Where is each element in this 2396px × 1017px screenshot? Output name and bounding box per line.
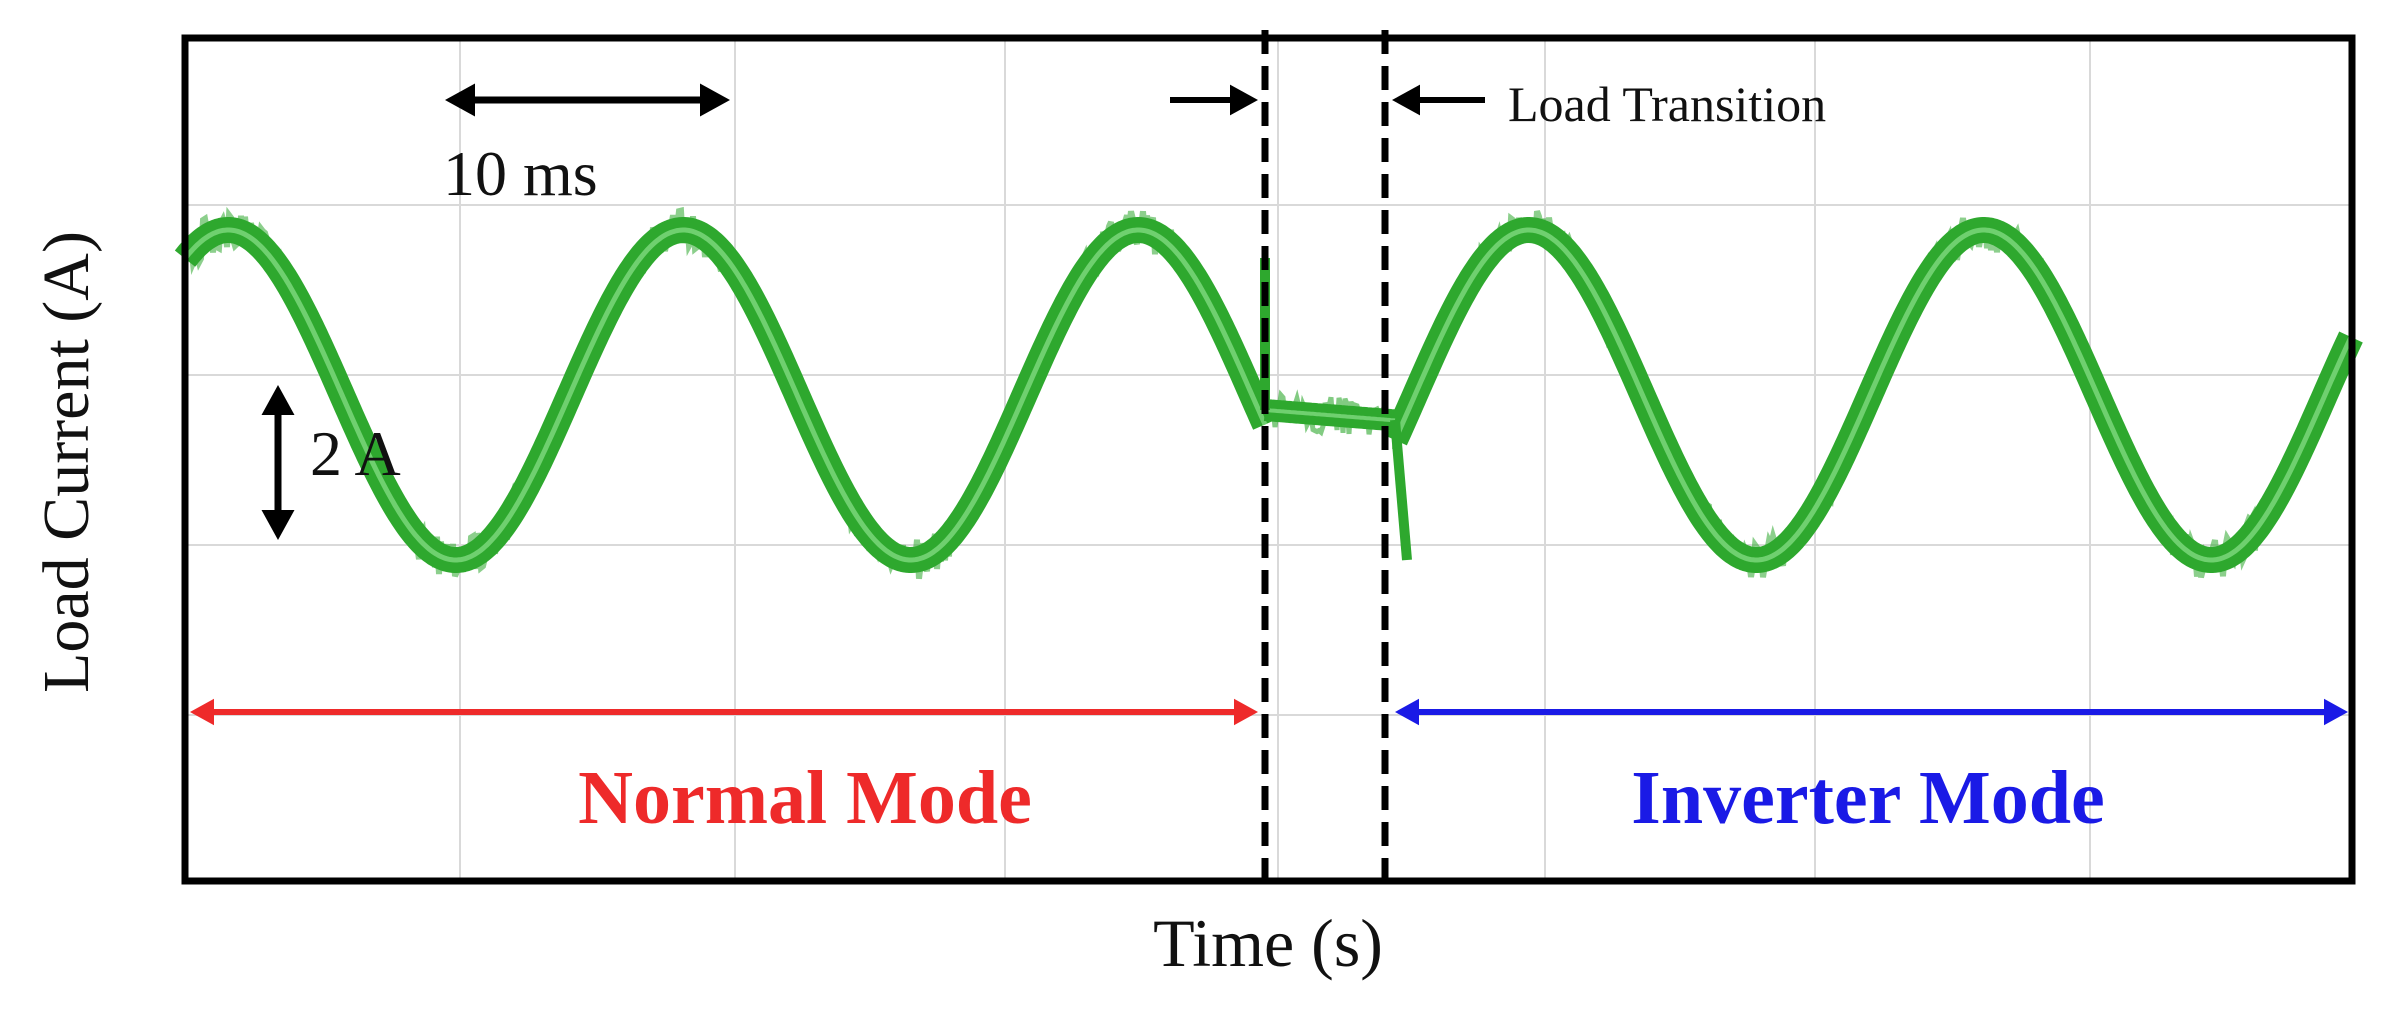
y-axis-label: Load Current (A) (30, 231, 103, 693)
annotations-group (190, 30, 2348, 890)
waveform-highlight-1 (1392, 227, 2354, 563)
y-scale-arrowhead-down (261, 510, 295, 540)
y-scale-arrowhead-up (261, 385, 295, 415)
normal-mode-arrowhead-left (190, 698, 214, 726)
inverter-mode-arrowhead-right (2324, 698, 2348, 726)
waveform-group (174, 206, 2363, 580)
normal-mode-arrowhead-right (1234, 698, 1258, 726)
inverter-mode-arrowhead-left (1395, 698, 1419, 726)
transition-rise (1390, 419, 1412, 561)
transition-highlight (1264, 408, 1396, 423)
plot-frame (181, 34, 2356, 885)
normal-mode-label: Normal Mode (578, 756, 1032, 840)
waveform-highlight-0 (183, 227, 1268, 563)
x-scale-label: 10 ms (443, 138, 598, 209)
y-scale-label: 2 A (310, 418, 401, 489)
load-transition-label: Load Transition (1508, 76, 1826, 132)
transition-pointer-left-head (1230, 84, 1258, 116)
x-scale-arrowhead-right (700, 83, 730, 117)
inverter-mode-label: Inverter Mode (1631, 756, 2104, 840)
x-axis-label: Time (s) (1153, 905, 1383, 981)
transition-pointer-right-head (1392, 84, 1420, 116)
x-scale-arrowhead-left (445, 83, 475, 117)
